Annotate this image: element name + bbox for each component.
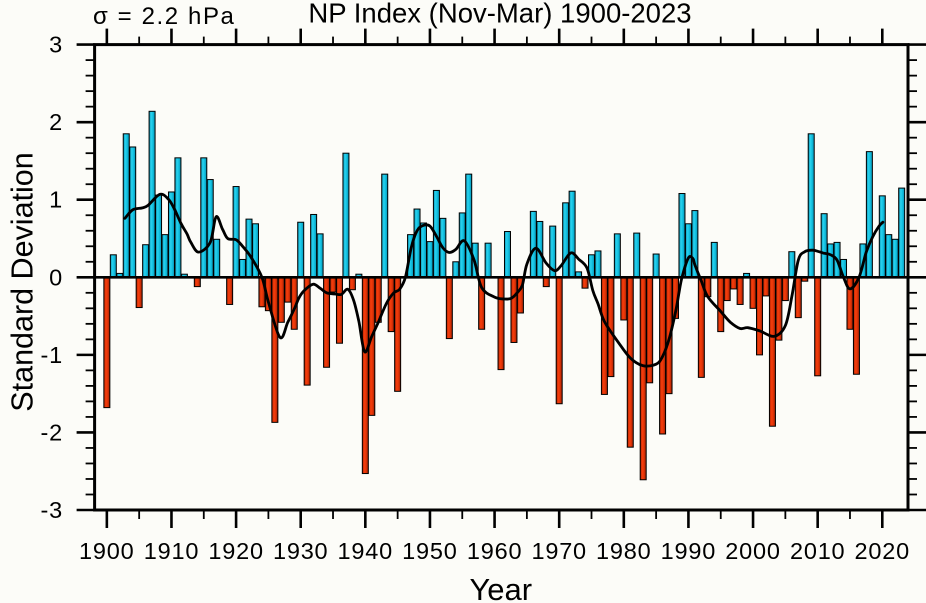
svg-text:2010: 2010	[790, 538, 845, 564]
svg-text:1980: 1980	[596, 538, 651, 564]
svg-text:-1: -1	[41, 342, 64, 368]
svg-text:1970: 1970	[531, 538, 586, 564]
svg-text:Standard Deviation: Standard Deviation	[6, 152, 40, 411]
svg-text:3: 3	[49, 32, 63, 58]
svg-text:1940: 1940	[338, 538, 393, 564]
svg-text:2000: 2000	[725, 538, 780, 564]
svg-text:σ = 2.2 hPa: σ = 2.2 hPa	[93, 3, 236, 30]
svg-text:1920: 1920	[208, 538, 263, 564]
svg-text:-3: -3	[41, 497, 64, 523]
svg-text:1950: 1950	[402, 538, 457, 564]
svg-text:-2: -2	[41, 419, 64, 445]
svg-text:2: 2	[49, 109, 63, 135]
svg-text:1960: 1960	[467, 538, 522, 564]
svg-text:2020: 2020	[855, 538, 910, 564]
svg-text:1910: 1910	[144, 538, 199, 564]
svg-text:1990: 1990	[661, 538, 716, 564]
svg-text:NP Index (Nov-Mar) 1900-2023: NP Index (Nov-Mar) 1900-2023	[308, 0, 691, 28]
svg-text:1930: 1930	[273, 538, 328, 564]
svg-text:1900: 1900	[79, 538, 134, 564]
svg-text:Year: Year	[469, 572, 532, 603]
svg-text:0: 0	[49, 264, 63, 290]
svg-text:1: 1	[49, 187, 63, 213]
